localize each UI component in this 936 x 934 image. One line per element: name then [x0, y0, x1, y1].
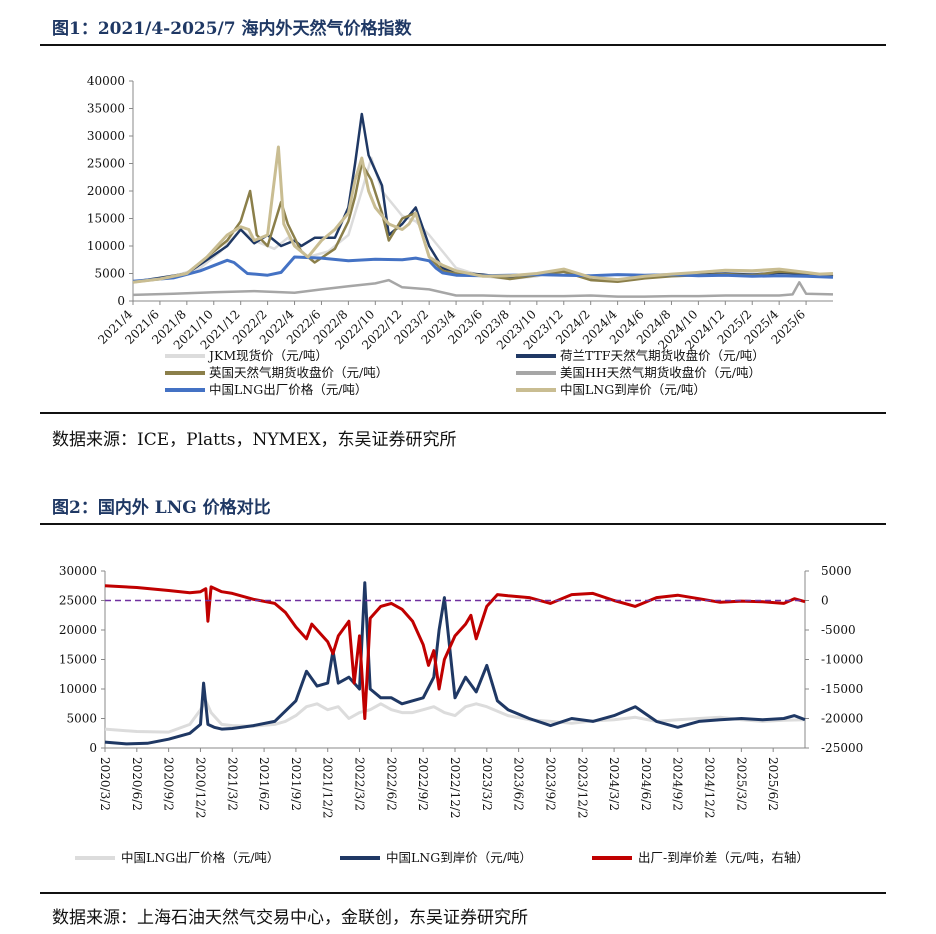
- series-6-line: [132, 145, 834, 284]
- chart2: 0 5000 10000 15000 20000 25000 30000 -25000 -200…: [59, 564, 863, 865]
- chart1: 0 5000 10000 15000 20000 25000 30000 35000 40000…: [87, 74, 834, 397]
- series-5-line: [132, 255, 834, 283]
- y-tick-label: 40000: [87, 74, 125, 88]
- y-tick-label: 5000: [94, 267, 125, 281]
- x-tick-label: 2023/12/2: [575, 757, 589, 819]
- series-1-legend-label: JKM现货价（元/吨）: [207, 348, 328, 363]
- figure2-top-rule: [40, 523, 886, 525]
- y2-tick-label: -20000: [821, 712, 863, 726]
- y2-tick-label: -25000: [821, 741, 863, 755]
- series-1-legend-label: 中国LNG出厂价格（元/吨）: [121, 850, 279, 865]
- x-tick-label: 2024/9/2: [671, 757, 685, 811]
- x-tick-label: 2021/6/2: [257, 757, 271, 811]
- series-5-legend-label: 中国LNG出厂价格（元/吨）: [209, 382, 367, 397]
- x-tick-label: 2020/12/2: [193, 757, 207, 819]
- series-4-legend-label: 美国HH天然气期货收盘价（元/吨）: [560, 365, 761, 380]
- y2-tick-label: 0: [821, 594, 829, 608]
- y-tick-label: 20000: [87, 184, 125, 198]
- series-2-line: [132, 112, 834, 284]
- x-tick-label: 2022/12/2: [448, 757, 462, 819]
- y-tick-label: 20000: [59, 623, 97, 637]
- series-2-line: [104, 581, 806, 746]
- y-tick-label: 30000: [87, 129, 125, 143]
- figure2-bottom-rule: [40, 892, 886, 894]
- y-tick-label: 35000: [87, 102, 125, 116]
- x-tick-label: 2021/12/2: [321, 757, 335, 819]
- x-tick-label: 2022/6/2: [384, 757, 398, 811]
- x-tick-label: 2022/9/2: [416, 757, 430, 811]
- y-tick-label: 30000: [59, 564, 97, 578]
- x-tick-label: 2020/6/2: [130, 757, 144, 811]
- series-3-legend-label: 出厂-到岸价差（元/吨，右轴）: [638, 850, 809, 865]
- y-tick-label: 10000: [59, 682, 97, 696]
- series-2-legend-label: 荷兰TTF天然气期货收盘价（元/吨）: [560, 348, 765, 363]
- figure1-title: 图1：2021/4-2025/7 海内外天然气价格指数: [52, 19, 412, 39]
- y-tick-label: 5000: [66, 712, 97, 726]
- x-tick-label: 2023/6/2: [512, 757, 526, 811]
- series-3-legend-label: 英国天然气期货收盘价（元/吨）: [209, 365, 388, 380]
- x-tick-label: 2023/3/2: [480, 757, 494, 811]
- y-tick-label: 15000: [59, 653, 97, 667]
- figure2-source: 数据来源：上海石油天然气交易中心，金联创，东吴证券研究所: [52, 908, 528, 928]
- x-tick-label: 2023/9/2: [543, 757, 557, 811]
- y2-tick-label: -15000: [821, 682, 863, 696]
- y2-tick-label: -5000: [821, 623, 856, 637]
- x-tick-label: 2021/3/2: [225, 757, 239, 811]
- y-tick-label: 15000: [87, 212, 125, 226]
- figure2-title: 图2：国内外 LNG 价格对比: [52, 498, 271, 518]
- series-1-line: [132, 156, 834, 284]
- series-4-line: [132, 278, 834, 298]
- series-1-line: [104, 699, 806, 734]
- y2-tick-label: 5000: [821, 564, 852, 578]
- x-tick-label: 2020/9/2: [162, 757, 176, 811]
- y-tick-label: 0: [117, 294, 125, 308]
- figure1-bottom-rule: [40, 412, 886, 414]
- x-tick-label: 2022/3/2: [353, 757, 367, 811]
- x-tick-label: 2021/9/2: [289, 757, 303, 811]
- x-tick-label: 2025/3/2: [734, 757, 748, 811]
- series-3-line: [104, 584, 806, 720]
- y-tick-label: 25000: [59, 594, 97, 608]
- series-2-legend-label: 中国LNG到岸价（元/吨）: [386, 850, 532, 865]
- x-tick-label: 2024/3/2: [607, 757, 621, 811]
- x-tick-label: 2024/6/2: [639, 757, 653, 811]
- figure1-top-rule: [40, 44, 886, 46]
- y2-tick-label: -10000: [821, 653, 863, 667]
- x-tick-label: 2020/3/2: [98, 757, 112, 811]
- x-tick-label: 2024/12/2: [703, 757, 717, 819]
- y-tick-label: 10000: [87, 239, 125, 253]
- figure1-source: 数据来源：ICE，Platts，NYMEX，东吴证券研究所: [52, 430, 457, 450]
- series-6-legend-label: 中国LNG到岸价（元/吨）: [560, 382, 706, 397]
- x-tick-label: 2025/6/2: [766, 757, 780, 811]
- y-tick-label: 0: [89, 741, 97, 755]
- y-tick-label: 25000: [87, 157, 125, 171]
